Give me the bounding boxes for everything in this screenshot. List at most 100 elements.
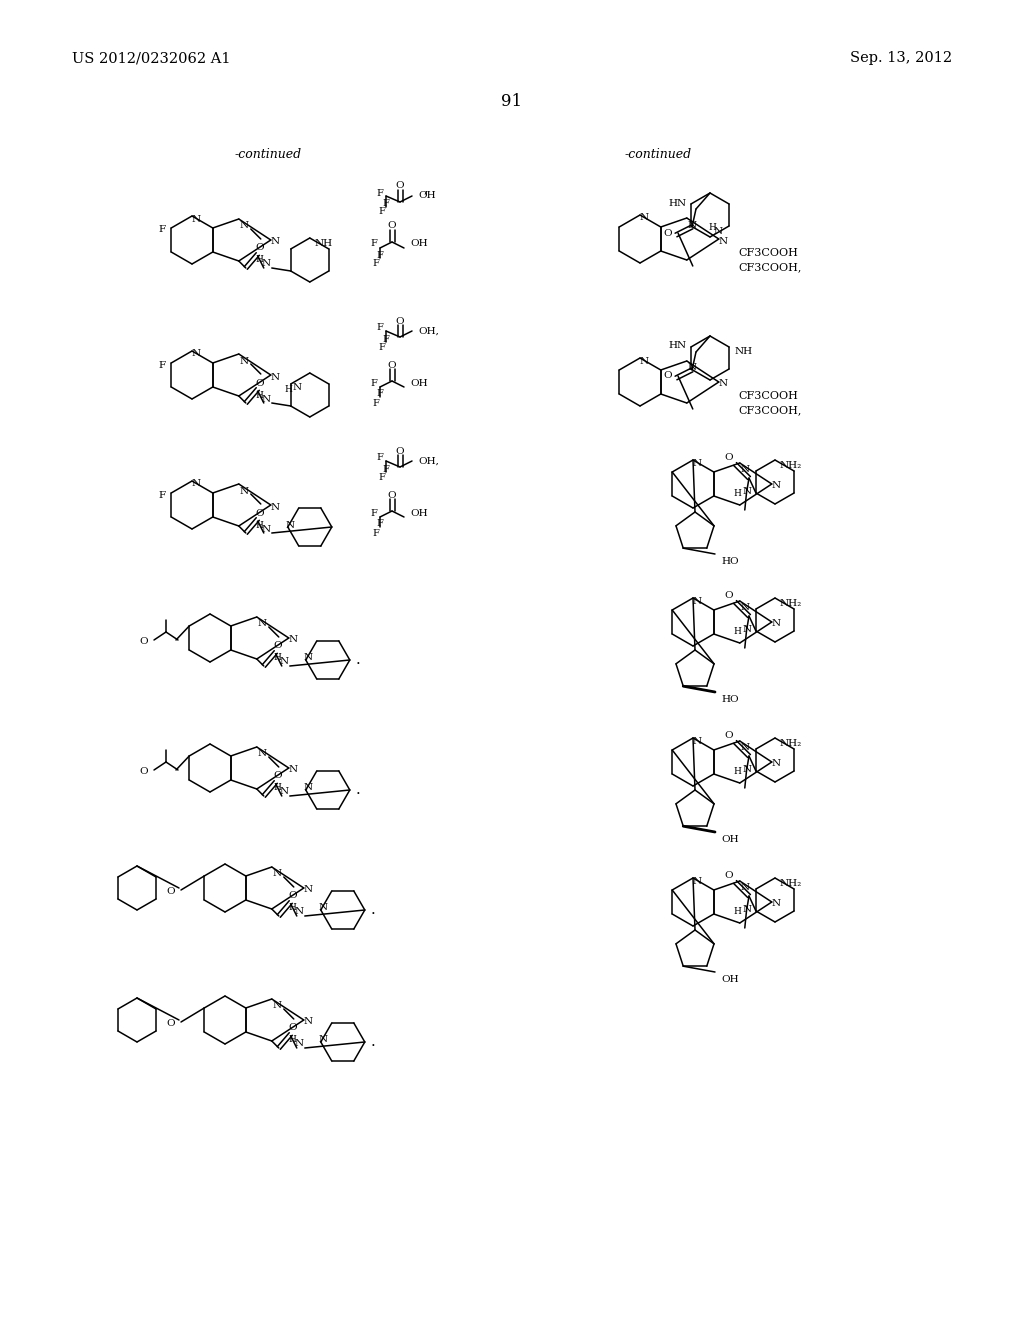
Text: NH: NH bbox=[314, 239, 333, 248]
Text: H: H bbox=[256, 520, 264, 529]
Text: OH,: OH, bbox=[418, 457, 439, 466]
Text: F: F bbox=[373, 528, 380, 537]
Text: H: H bbox=[289, 1035, 297, 1044]
Text: CF3COOH: CF3COOH bbox=[738, 391, 798, 401]
Text: F: F bbox=[379, 207, 385, 216]
Text: N: N bbox=[714, 227, 723, 236]
Text: N: N bbox=[303, 1018, 312, 1027]
Text: HO: HO bbox=[721, 557, 738, 566]
Text: O: O bbox=[664, 228, 673, 238]
Text: N: N bbox=[191, 350, 201, 359]
Text: CF3COOH,: CF3COOH, bbox=[738, 405, 802, 414]
Text: N: N bbox=[303, 653, 312, 663]
Text: OH: OH bbox=[410, 508, 428, 517]
Text: .: . bbox=[355, 653, 360, 667]
Text: N: N bbox=[318, 1035, 328, 1044]
Text: H: H bbox=[256, 391, 264, 400]
Text: N: N bbox=[280, 788, 289, 796]
Text: HN: HN bbox=[669, 198, 687, 207]
Text: N: N bbox=[294, 908, 303, 916]
Text: N: N bbox=[270, 503, 280, 511]
Text: N: N bbox=[240, 356, 249, 366]
Text: N: N bbox=[257, 750, 266, 759]
Text: N: N bbox=[692, 458, 701, 467]
Text: N: N bbox=[270, 238, 280, 247]
Text: O: O bbox=[289, 891, 297, 900]
Text: H: H bbox=[289, 903, 297, 912]
Text: O: O bbox=[395, 181, 404, 190]
Text: F: F bbox=[377, 520, 383, 528]
Text: Sep. 13, 2012: Sep. 13, 2012 bbox=[850, 51, 952, 65]
Text: F: F bbox=[377, 454, 383, 462]
Text: O: O bbox=[167, 1019, 175, 1028]
Text: NH₂: NH₂ bbox=[780, 598, 802, 607]
Text: OH: OH bbox=[418, 191, 435, 201]
Text: O: O bbox=[395, 317, 404, 326]
Text: N: N bbox=[718, 380, 727, 388]
Text: N: N bbox=[303, 886, 312, 895]
Text: F: F bbox=[379, 473, 385, 482]
Text: O: O bbox=[255, 243, 264, 252]
Text: OH: OH bbox=[410, 379, 428, 388]
Text: N: N bbox=[740, 603, 750, 612]
Text: H: H bbox=[733, 908, 741, 916]
Text: N: N bbox=[280, 657, 289, 667]
Text: .: . bbox=[371, 903, 375, 917]
Text: F: F bbox=[373, 260, 380, 268]
Text: N: N bbox=[288, 766, 297, 775]
Text: H: H bbox=[733, 627, 741, 636]
Text: N: N bbox=[692, 876, 701, 886]
Text: ,: , bbox=[424, 181, 428, 195]
Text: N: N bbox=[303, 784, 312, 792]
Text: -continued: -continued bbox=[234, 149, 301, 161]
Text: OH: OH bbox=[721, 975, 738, 985]
Text: N: N bbox=[240, 487, 249, 495]
Text: OH,: OH, bbox=[418, 326, 439, 335]
Text: O: O bbox=[255, 379, 264, 388]
Text: O: O bbox=[395, 446, 404, 455]
Text: N: N bbox=[718, 236, 727, 246]
Text: N: N bbox=[318, 903, 328, 912]
Text: H: H bbox=[733, 767, 741, 776]
Text: HN: HN bbox=[669, 342, 687, 351]
Text: N: N bbox=[742, 766, 752, 775]
Text: CF3COOH,: CF3COOH, bbox=[738, 261, 802, 272]
Text: O: O bbox=[388, 360, 396, 370]
Text: H: H bbox=[256, 256, 264, 264]
Text: N: N bbox=[740, 883, 750, 892]
Text: N: N bbox=[692, 597, 701, 606]
Text: OH: OH bbox=[721, 836, 738, 845]
Text: N: N bbox=[771, 482, 780, 491]
Text: O: O bbox=[725, 454, 733, 462]
Text: F: F bbox=[373, 399, 380, 408]
Text: O: O bbox=[725, 591, 733, 601]
Text: O: O bbox=[255, 508, 264, 517]
Text: F: F bbox=[159, 360, 166, 370]
Text: N: N bbox=[740, 466, 750, 474]
Text: N: N bbox=[771, 619, 780, 628]
Text: N: N bbox=[771, 759, 780, 768]
Text: F: F bbox=[371, 379, 378, 388]
Text: N: N bbox=[294, 1040, 303, 1048]
Text: N: N bbox=[240, 222, 249, 231]
Text: H: H bbox=[285, 384, 293, 393]
Text: O: O bbox=[289, 1023, 297, 1032]
Text: NH₂: NH₂ bbox=[780, 738, 802, 747]
Text: F: F bbox=[377, 251, 383, 260]
Text: O: O bbox=[725, 871, 733, 880]
Text: F: F bbox=[371, 239, 378, 248]
Text: N: N bbox=[286, 520, 294, 529]
Text: N: N bbox=[272, 1002, 282, 1011]
Text: H: H bbox=[273, 653, 282, 663]
Text: N: N bbox=[191, 214, 201, 223]
Text: CF3COOH: CF3COOH bbox=[738, 248, 798, 257]
Text: F: F bbox=[371, 508, 378, 517]
Text: N: N bbox=[272, 870, 282, 879]
Text: N: N bbox=[742, 487, 752, 496]
Text: O: O bbox=[664, 371, 673, 380]
Text: O: O bbox=[388, 222, 396, 231]
Text: N: N bbox=[742, 906, 752, 915]
Text: N: N bbox=[639, 214, 648, 223]
Text: N: N bbox=[687, 363, 696, 372]
Text: NH₂: NH₂ bbox=[780, 461, 802, 470]
